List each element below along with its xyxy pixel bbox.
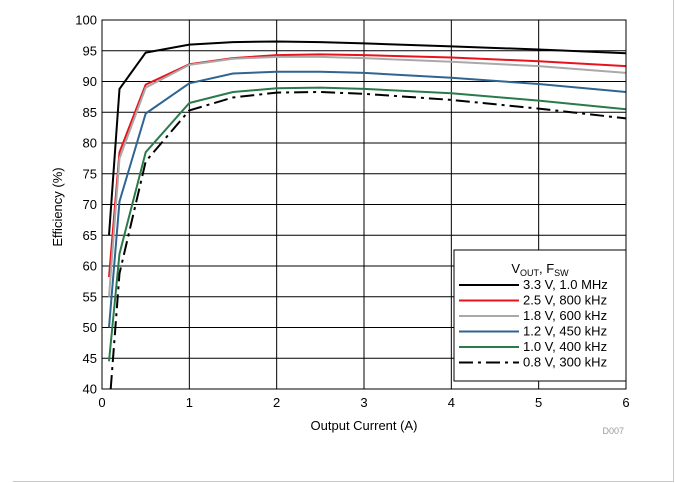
x-tick-label: 4 bbox=[448, 395, 455, 410]
y-tick-label: 75 bbox=[83, 166, 97, 181]
y-tick-label: 95 bbox=[83, 43, 97, 58]
x-tick-label: 1 bbox=[186, 395, 193, 410]
x-tick-label: 6 bbox=[622, 395, 629, 410]
y-tick-label: 40 bbox=[83, 382, 97, 397]
y-tick-label: 45 bbox=[83, 351, 97, 366]
y-tick-label: 55 bbox=[83, 289, 97, 304]
legend-title: VOUT, FSW bbox=[511, 261, 569, 278]
figure-id: D007 bbox=[602, 426, 624, 436]
y-tick-label: 70 bbox=[83, 197, 97, 212]
y-tick-label: 85 bbox=[83, 105, 97, 120]
y-tick-label: 60 bbox=[83, 259, 97, 274]
x-axis-label: Output Current (A) bbox=[311, 418, 418, 433]
y-tick-label: 50 bbox=[83, 320, 97, 335]
series-layer bbox=[108, 40, 627, 390]
series-line-4 bbox=[108, 70, 627, 328]
y-tick-label: 80 bbox=[83, 136, 97, 151]
legend-label: 1.2 V, 450 kHz bbox=[523, 324, 607, 339]
plot-border bbox=[101, 19, 627, 390]
legend-label: 0.8 V, 300 kHz bbox=[523, 355, 607, 370]
y-tick-label: 65 bbox=[83, 228, 97, 243]
legend-label: 1.0 V, 400 kHz bbox=[523, 339, 607, 354]
series-line-6 bbox=[109, 91, 627, 390]
legend-label: 2.5 V, 800 kHz bbox=[523, 293, 607, 308]
series-line-2 bbox=[108, 53, 627, 278]
x-tick-label: 0 bbox=[98, 395, 105, 410]
y-axis-label: Efficiency (%) bbox=[50, 167, 65, 246]
series-line-3 bbox=[108, 55, 627, 297]
y-tick-label: 90 bbox=[83, 74, 97, 89]
series-line-1 bbox=[108, 40, 627, 236]
x-tick-label: 3 bbox=[360, 395, 367, 410]
legend-label: 3.3 V, 1.0 MHz bbox=[523, 277, 608, 292]
x-tick-label: 2 bbox=[273, 395, 280, 410]
series-line-5 bbox=[108, 86, 627, 362]
y-tick-label: 100 bbox=[75, 13, 97, 28]
figure-frame bbox=[13, 0, 674, 482]
x-tick-label: 5 bbox=[535, 395, 542, 410]
legend-label: 1.8 V, 600 kHz bbox=[523, 308, 607, 323]
